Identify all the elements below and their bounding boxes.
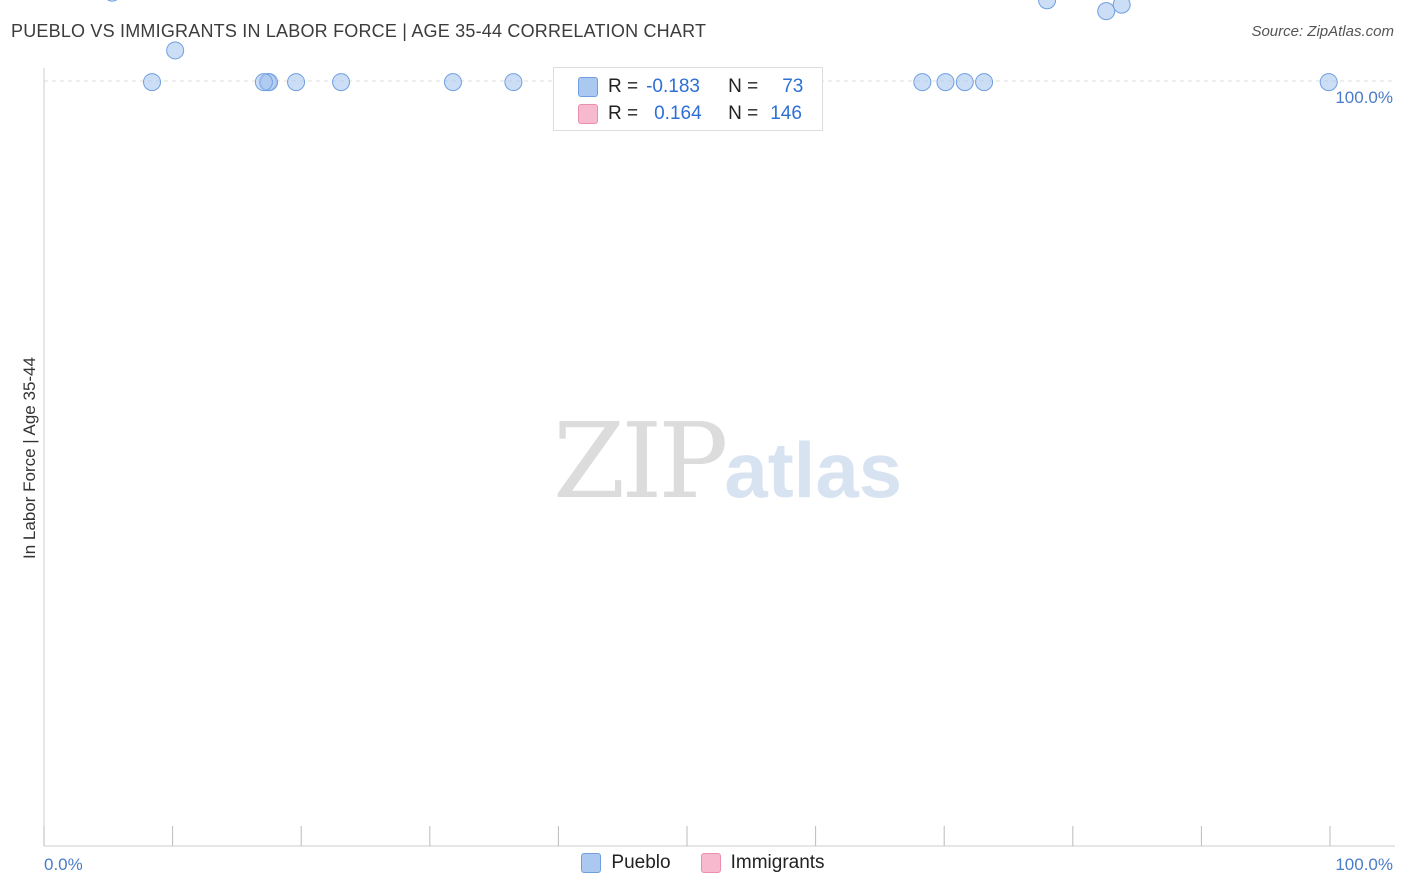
legend-n-value: 146	[770, 103, 802, 124]
axes	[43, 68, 1395, 847]
pueblo-point-36	[504, 73, 523, 92]
legend-r-label: R =	[608, 103, 639, 124]
legend-row-immigrants: R = 0.164 N = 146	[578, 102, 802, 126]
pueblo-point-58	[1112, 0, 1131, 14]
legend-label-pueblo: Pueblo	[611, 852, 671, 873]
legend-swatch-pueblo	[578, 77, 598, 97]
pueblo-point-52	[975, 73, 994, 92]
pueblo-point-11	[166, 41, 185, 60]
pueblo-point-73	[1319, 73, 1338, 92]
watermark: ZIPatlas	[553, 400, 902, 522]
pueblo-point-23	[287, 73, 306, 92]
pueblo-point-10	[143, 73, 162, 92]
legend-row-pueblo: R = -0.183 N = 73	[578, 75, 803, 99]
correlation-legend: R = -0.183 N = 73 R = 0.164 N = 146	[553, 67, 823, 131]
legend-n-label: N =	[728, 76, 759, 97]
legend-r-label: R =	[608, 76, 639, 97]
pueblo-swatch	[581, 853, 602, 873]
pueblo-point-51	[955, 73, 974, 92]
pueblo-point-7	[107, 0, 118, 2]
legend-swatch-immigrants	[578, 104, 598, 124]
pueblo-point-57	[1097, 2, 1116, 21]
immigrants-swatch	[700, 853, 721, 873]
watermark-zip: ZIP	[553, 400, 728, 522]
tick-labels: 100.0%82.5%65.0%47.5%0.0%100.0%	[44, 88, 1393, 874]
legend-r-value: 0.164	[654, 103, 702, 124]
x-tick-label-0: 0.0%	[44, 855, 83, 874]
pueblo-point-55	[1038, 0, 1057, 10]
legend-item-immigrants[interactable]: Immigrants	[700, 852, 825, 874]
legend-label-immigrants: Immigrants	[730, 852, 825, 873]
x-tick-label-1: 100.0%	[1335, 855, 1393, 874]
pueblo-point-50	[936, 73, 955, 92]
series-legend: Pueblo Immigrants	[0, 852, 1406, 874]
source-label: Source: ZipAtlas.com	[1251, 23, 1394, 40]
legend-n-label: N =	[728, 103, 759, 124]
pueblo-points	[107, 0, 1338, 92]
legend-n-value: 73	[782, 76, 804, 97]
pueblo-point-35	[443, 73, 462, 92]
legend-item-pueblo[interactable]: Pueblo	[581, 852, 671, 874]
pueblo-point-49	[913, 73, 932, 92]
pueblo-point-24	[332, 73, 351, 92]
y-tick-label-0: 100.0%	[1335, 88, 1393, 107]
pueblo-point-22	[254, 73, 273, 92]
legend-r-value: -0.183	[646, 76, 700, 97]
chart-title: PUEBLO VS IMMIGRANTS IN LABOR FORCE | AG…	[11, 21, 707, 41]
watermark-atlas: atlas	[724, 426, 903, 514]
